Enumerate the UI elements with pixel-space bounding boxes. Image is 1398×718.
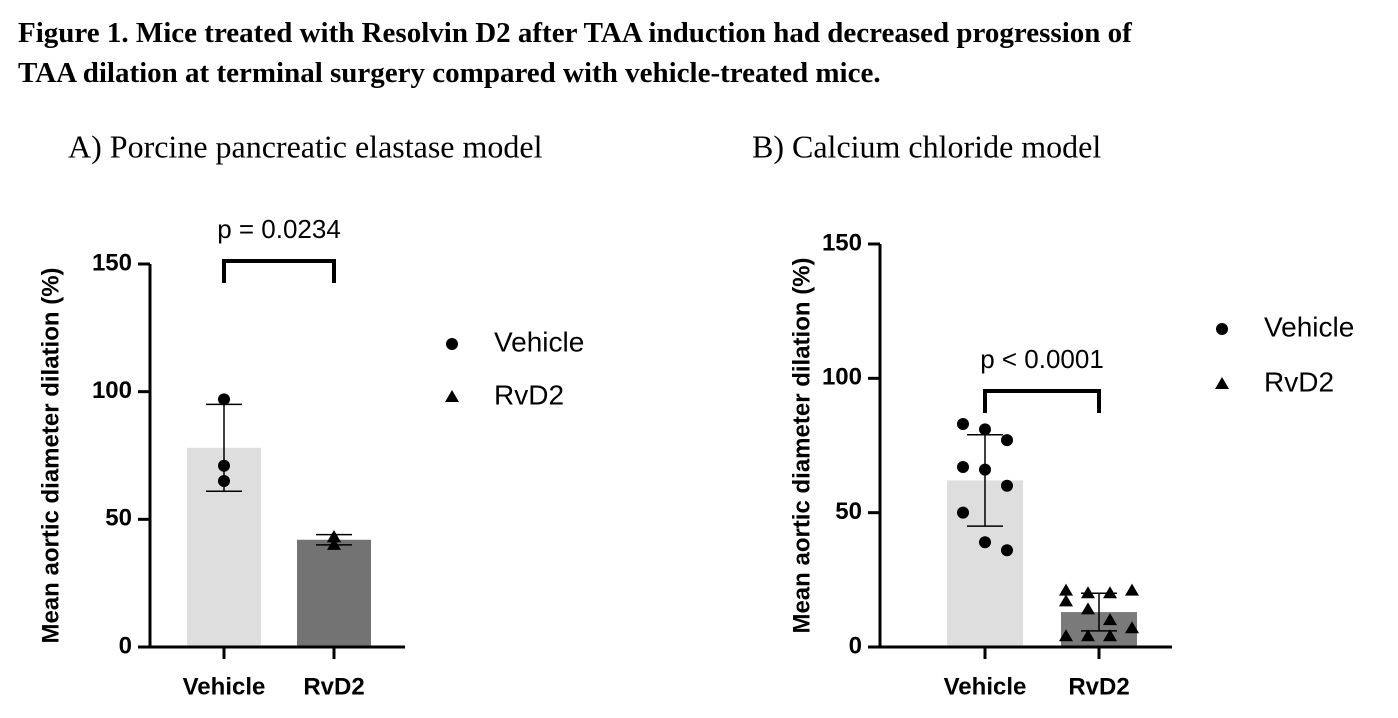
chart-title: A) Porcine pancreatic elastase model (68, 128, 543, 164)
significance-bracket (983, 389, 1101, 413)
legend-marker (1215, 377, 1229, 389)
y-tick-label: 50 (835, 498, 862, 525)
y-axis-label: Mean aortic diameter dilation (%) (37, 267, 64, 643)
caption-line: Figure 1. Mice treated with Resolvin D2 … (18, 17, 1132, 49)
y-tick-label: 50 (105, 505, 132, 532)
point (957, 506, 969, 519)
point (1103, 629, 1117, 642)
legend-marker (446, 338, 458, 350)
point (957, 460, 969, 473)
y-tick-label: 150 (92, 249, 132, 276)
y-tick-label: 150 (822, 229, 862, 256)
p-value: p < 0.0001 (980, 344, 1104, 374)
point (1001, 479, 1013, 492)
point (1081, 602, 1095, 615)
legend-label: RvD2 (494, 379, 564, 410)
point (979, 423, 991, 436)
legend-label: RvD2 (1264, 366, 1334, 397)
legend-marker (1216, 323, 1228, 335)
y-tick-label: 100 (92, 377, 132, 404)
bar (297, 539, 371, 647)
point (1081, 586, 1095, 599)
legend-label: Vehicle (1264, 311, 1354, 342)
point (979, 536, 991, 549)
x-tick-label: Vehicle (183, 673, 266, 700)
significance-bracket (222, 259, 336, 283)
point (1125, 621, 1139, 634)
caption-line: TAA dilation at terminal surgery compare… (18, 57, 881, 89)
point (1103, 586, 1117, 599)
x-tick-label: RvD2 (303, 673, 364, 700)
p-value: p = 0.0234 (217, 214, 341, 244)
y-tick-label: 0 (119, 632, 132, 659)
point (1001, 544, 1013, 557)
point (1081, 629, 1095, 642)
point (1001, 434, 1013, 447)
point (218, 393, 230, 406)
y-tick-label: 100 (822, 364, 862, 391)
point (1059, 583, 1073, 596)
y-axis-label: Mean aortic diameter dilation (%) (788, 257, 815, 633)
x-tick-label: RvD2 (1068, 673, 1129, 700)
legend-marker (445, 390, 459, 402)
chart-title: B) Calcium chloride model (752, 128, 1101, 164)
x-tick-label: Vehicle (944, 673, 1027, 700)
point (1059, 594, 1073, 607)
point (1059, 629, 1073, 642)
point (1103, 613, 1117, 626)
legend-label: Vehicle (494, 326, 584, 357)
y-tick-label: 0 (849, 632, 862, 659)
point (1125, 583, 1139, 596)
point (957, 418, 969, 431)
